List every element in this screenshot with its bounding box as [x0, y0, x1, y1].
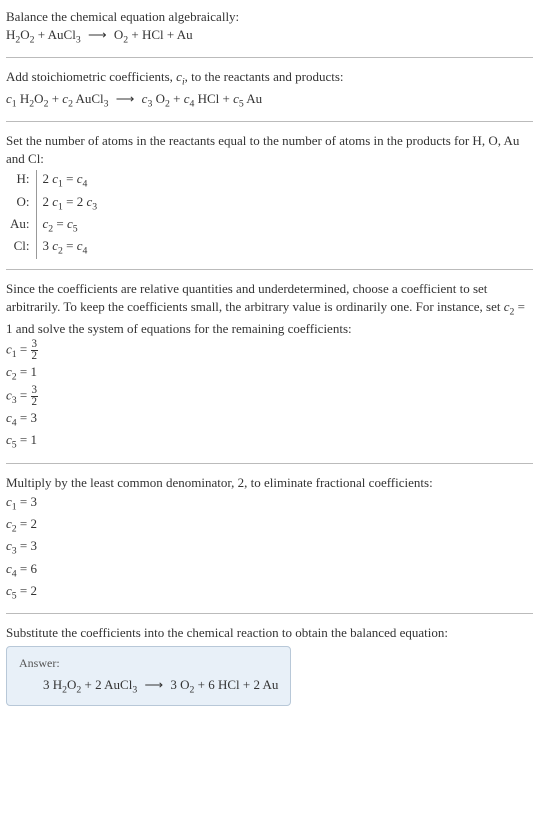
coefficient-line: c2 = 1 [6, 363, 533, 384]
step3-coefficients: c1 = 32c2 = 1c3 = 32c4 = 3c5 = 1 [6, 339, 533, 453]
coefficient-line: c3 = 3 [6, 537, 533, 558]
atom-row: O:2 c1 = 2 c3 [6, 193, 101, 215]
answer-box: Answer: 3 H2O2 + 2 AuCl3 ⟶ 3 O2 + 6 HCl … [6, 646, 291, 706]
element-label: Cl: [6, 237, 36, 259]
step4-section: Multiply by the least common denominator… [6, 474, 533, 603]
coefficient-line: c5 = 1 [6, 431, 533, 452]
step1-section: Add stoichiometric coefficients, ci, to … [6, 68, 533, 110]
answer-label: Answer: [19, 655, 278, 672]
atom-row: H:2 c1 = c4 [6, 170, 101, 192]
element-label: O: [6, 193, 36, 215]
intro-section: Balance the chemical equation algebraica… [6, 8, 533, 47]
element-equation: 2 c1 = c4 [36, 170, 101, 192]
step5-section: Substitute the coefficients into the che… [6, 624, 533, 706]
step2-section: Set the number of atoms in the reactants… [6, 132, 533, 259]
element-equation: 3 c2 = c4 [36, 237, 101, 259]
step5-text: Substitute the coefficients into the che… [6, 624, 533, 642]
element-equation: c2 = c5 [36, 215, 101, 237]
coefficient-line: c1 = 32 [6, 339, 533, 362]
coefficient-line: c2 = 2 [6, 515, 533, 536]
coefficient-line: c4 = 3 [6, 409, 533, 430]
coefficient-line: c5 = 2 [6, 582, 533, 603]
divider [6, 269, 533, 270]
step3-section: Since the coefficients are relative quan… [6, 280, 533, 453]
divider [6, 121, 533, 122]
intro-equation: H2O2 + AuCl3 ⟶ O2 + HCl + Au [6, 26, 533, 47]
answer-equation: 3 H2O2 + 2 AuCl3 ⟶ 3 O2 + 6 HCl + 2 Au [19, 676, 278, 697]
step1-equation: c1 H2O2 + c2 AuCl3 ⟶ c3 O2 + c4 HCl + c5… [6, 90, 533, 111]
divider [6, 613, 533, 614]
coefficient-line: c4 = 6 [6, 560, 533, 581]
intro-text: Balance the chemical equation algebraica… [6, 8, 533, 26]
step1-text: Add stoichiometric coefficients, ci, to … [6, 68, 533, 89]
element-label: H: [6, 170, 36, 192]
element-label: Au: [6, 215, 36, 237]
step4-coefficients: c1 = 3c2 = 2c3 = 3c4 = 6c5 = 2 [6, 493, 533, 603]
atom-row: Au:c2 = c5 [6, 215, 101, 237]
coefficient-line: c1 = 3 [6, 493, 533, 514]
element-equation: 2 c1 = 2 c3 [36, 193, 101, 215]
step3-text: Since the coefficients are relative quan… [6, 280, 533, 338]
step2-text: Set the number of atoms in the reactants… [6, 132, 533, 168]
step4-text: Multiply by the least common denominator… [6, 474, 533, 492]
atom-table: H:2 c1 = c4O:2 c1 = 2 c3Au:c2 = c5Cl:3 c… [6, 170, 101, 259]
divider [6, 463, 533, 464]
atom-row: Cl:3 c2 = c4 [6, 237, 101, 259]
coefficient-line: c3 = 32 [6, 385, 533, 408]
divider [6, 57, 533, 58]
